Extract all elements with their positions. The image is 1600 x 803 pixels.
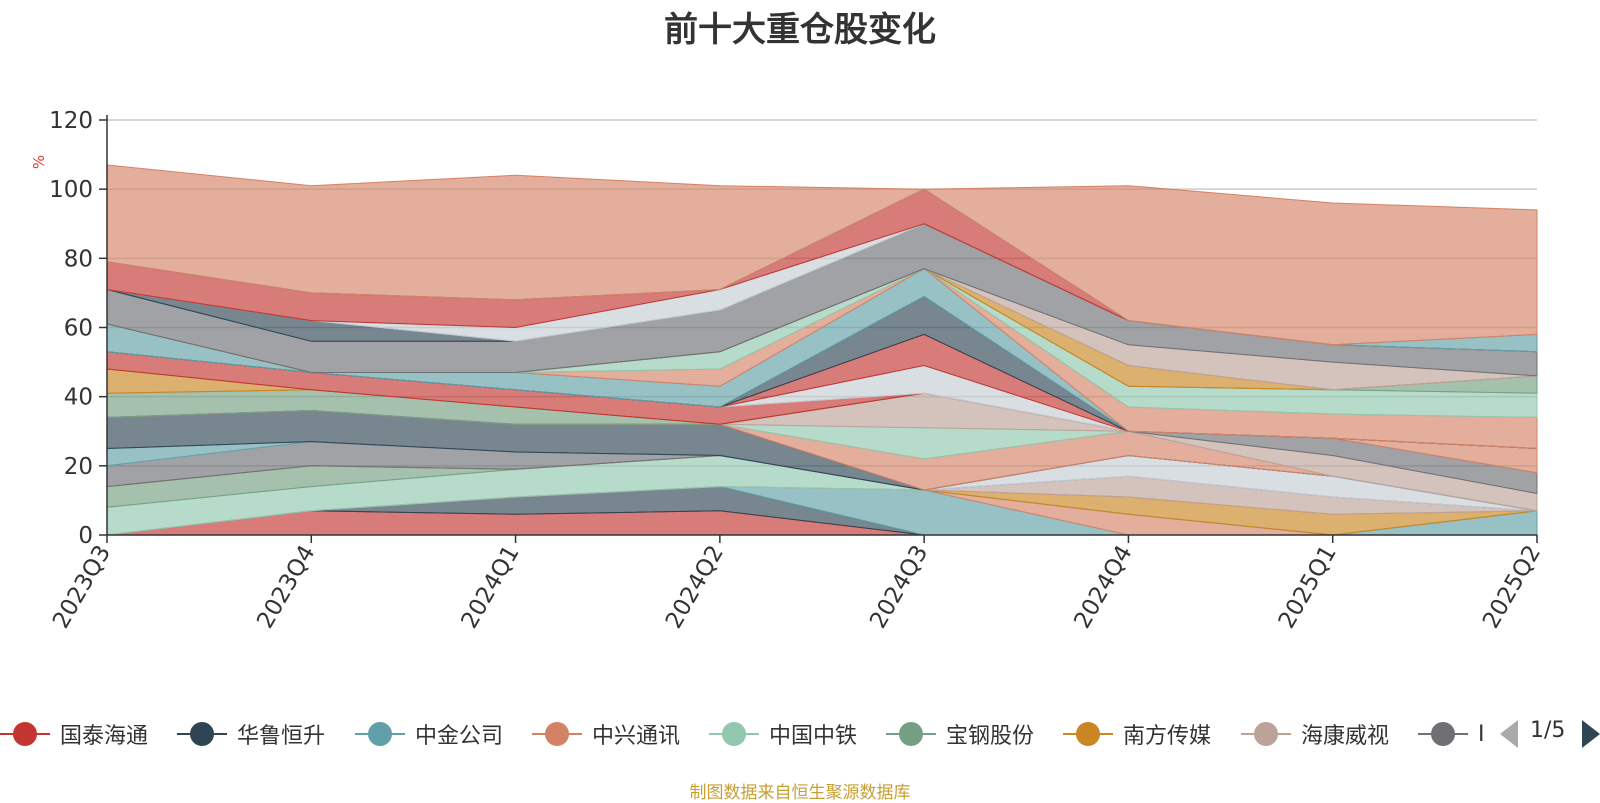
- legend-label: I: [1478, 721, 1485, 747]
- x-tick-label: 2024Q4: [1069, 541, 1137, 633]
- area-series-layer: [106, 164, 1538, 536]
- legend-item[interactable]: 华鲁恒升: [177, 712, 325, 756]
- legend-page-indicator: 1/5: [1530, 718, 1566, 743]
- legend-label: 中国中铁: [769, 724, 858, 749]
- y-axis-label: %: [30, 155, 48, 169]
- legend-label: 中兴通讯: [592, 724, 681, 749]
- x-tick-label: 2025Q2: [1478, 541, 1546, 633]
- legend-item[interactable]: 国泰海通: [0, 712, 148, 756]
- chart-title: 前十大重仓股变化: [664, 10, 936, 50]
- legend-prev-page-icon[interactable]: [1500, 720, 1518, 748]
- legend-marker-icon: [1241, 722, 1291, 746]
- x-tick-label: 2024Q1: [457, 541, 525, 633]
- y-tick-label: 120: [49, 108, 93, 134]
- area-series-34[interactable]: [106, 164, 1538, 346]
- legend-item[interactable]: 中兴通讯: [532, 712, 680, 756]
- legend-item[interactable]: 中国中铁: [709, 712, 857, 756]
- legend-item[interactable]: 南方传媒: [1063, 712, 1211, 756]
- legend-item[interactable]: 海康威视: [1241, 712, 1389, 756]
- legend-label: 华鲁恒升: [237, 724, 326, 749]
- y-tick-label: 20: [64, 454, 93, 480]
- legend-next-page-icon[interactable]: [1582, 720, 1600, 748]
- x-tick-label: 2024Q2: [661, 541, 729, 633]
- legend-marker-icon: [177, 722, 227, 746]
- legend: 国泰海通 华鲁恒升 中金公司 中兴通讯 中国中铁 宝钢股份 南方传媒 海康威视 I: [0, 712, 1600, 756]
- legend-marker-icon: [886, 722, 936, 746]
- y-tick-label: 0: [78, 523, 93, 549]
- legend-label: 海康威视: [1301, 724, 1390, 749]
- legend-label: 中金公司: [415, 724, 504, 749]
- x-tick-label: 2025Q1: [1274, 541, 1342, 633]
- legend-marker-icon: [1418, 722, 1468, 746]
- x-tick-label: 2024Q3: [865, 541, 933, 633]
- legend-item[interactable]: 中金公司: [355, 712, 503, 756]
- legend-item[interactable]: 宝钢股份: [886, 712, 1034, 756]
- data-source-note: 制图数据来自恒生聚源数据库: [689, 783, 911, 803]
- legend-label: 宝钢股份: [946, 724, 1035, 749]
- y-tick-label: 40: [64, 385, 93, 411]
- legend-pager: 1/5: [1500, 718, 1600, 750]
- legend-marker-icon: [1063, 722, 1113, 746]
- legend-item[interactable]: I: [1418, 712, 1485, 756]
- legend-label: 南方传媒: [1123, 724, 1212, 749]
- legend-label: 国泰海通: [60, 724, 149, 749]
- x-tick-label: 2023Q4: [252, 541, 320, 633]
- x-tick-label: 2023Q3: [48, 541, 116, 633]
- legend-marker-icon: [709, 722, 759, 746]
- legend-marker-icon: [532, 722, 582, 746]
- y-tick-label: 60: [64, 316, 93, 342]
- y-tick-label: 100: [49, 177, 93, 203]
- legend-marker-icon: [355, 722, 405, 746]
- stacked-area-chart: 0 20 40 60 80 100 120 2023Q3 2023Q4 2024Q1 2024Q2 2…: [30, 108, 1546, 633]
- legend-marker-icon: [0, 722, 50, 746]
- y-tick-label: 80: [64, 246, 93, 272]
